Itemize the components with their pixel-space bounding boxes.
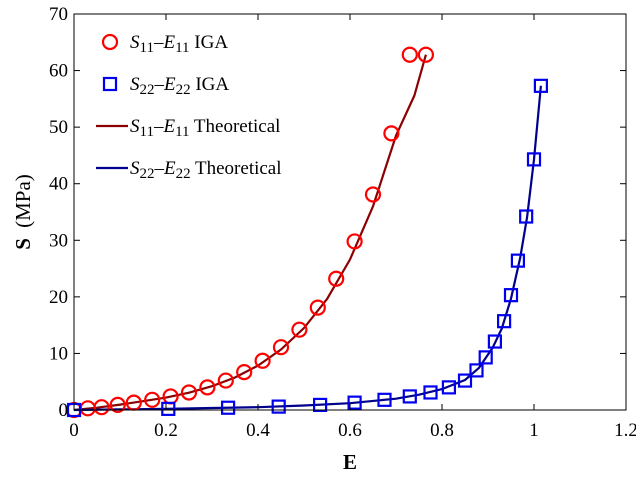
data-point: [383, 125, 400, 142]
data-point: [469, 363, 484, 378]
data-point: [313, 397, 328, 413]
legend-label: S11–E11 Theoretical: [130, 116, 280, 140]
data-point: [291, 321, 308, 338]
data-point: [503, 288, 519, 303]
data-point: [346, 233, 363, 250]
legend-marker-swatch: [101, 33, 119, 51]
x-tick-label: 1: [529, 420, 539, 441]
y-tick-label: 40: [49, 174, 68, 195]
data-point: [309, 299, 326, 316]
x-tick-label: 0.4: [246, 420, 270, 441]
x-tick-label: 0.6: [338, 420, 362, 441]
data-point: [487, 334, 502, 349]
data-point: [533, 78, 549, 93]
x-tick-label: 1.2: [614, 420, 636, 441]
data-point: [364, 186, 382, 203]
legend-entry-0: S11–E11 IGA: [101, 32, 228, 56]
data-point: [271, 399, 286, 414]
data-point: [402, 389, 417, 404]
data-point: [93, 399, 110, 416]
y-tick-label: 50: [49, 117, 68, 138]
data-point: [401, 46, 418, 63]
data-point: [221, 400, 236, 415]
legend-label: S11–E11 IGA: [130, 32, 228, 56]
data-point: [144, 391, 161, 408]
legend-entry-3: S22–E22 Theoretical: [96, 158, 282, 182]
legend-label: S22–E22 IGA: [130, 74, 229, 98]
y-tick-label: 0: [59, 400, 69, 421]
data-point: [497, 314, 512, 329]
y-tick-label: 60: [49, 61, 68, 82]
data-point: [161, 401, 176, 416]
data-point: [423, 385, 438, 400]
data-point: [272, 339, 290, 356]
y-tick-label: 20: [49, 287, 68, 308]
y-tick-label: 10: [49, 343, 68, 364]
data-point: [328, 270, 345, 287]
data-point: [180, 384, 198, 401]
tick-labels: 0 0.2 0.4 0.6 0.8 1 1.2 0 10 20 30 40 50 60 70: [49, 4, 636, 441]
plot-area: [65, 46, 549, 419]
y-axis-label: S (MPa): [11, 174, 35, 250]
legend-label: S22–E22 Theoretical: [130, 158, 282, 182]
data-point: [109, 396, 126, 414]
data-point: [217, 372, 234, 389]
data-point: [457, 373, 473, 388]
data-point: [254, 352, 271, 369]
x-axis-label: E: [343, 450, 357, 474]
y-tick-label: 70: [49, 4, 68, 25]
x-tick-label: 0.2: [154, 420, 178, 441]
y-axis-label-unit: (MPa): [11, 174, 35, 228]
y-tick-label: 30: [49, 230, 68, 251]
data-point: [417, 46, 434, 63]
legend-entry-2: S11–E11 Theoretical: [96, 116, 280, 140]
axis-ticks: [73, 13, 627, 411]
data-point: [377, 392, 392, 407]
data-point: [199, 379, 216, 396]
y-axis-label-symbol: S: [11, 238, 35, 250]
legend-marker-swatch: [102, 76, 118, 92]
data-point: [519, 209, 534, 224]
data-point: [441, 380, 456, 395]
legend: S11–E11 IGA S22–E22 IGA S11–E11 Theoretica…: [96, 32, 282, 182]
data-point: [510, 253, 525, 268]
data-point: [347, 395, 362, 410]
data-point: [526, 152, 542, 167]
data-point: [236, 363, 253, 381]
x-tick-label: 0: [69, 420, 79, 441]
x-tick-label: 0.8: [430, 420, 454, 441]
legend-entry-1: S22–E22 IGA: [102, 74, 229, 98]
data-point: [478, 350, 493, 365]
